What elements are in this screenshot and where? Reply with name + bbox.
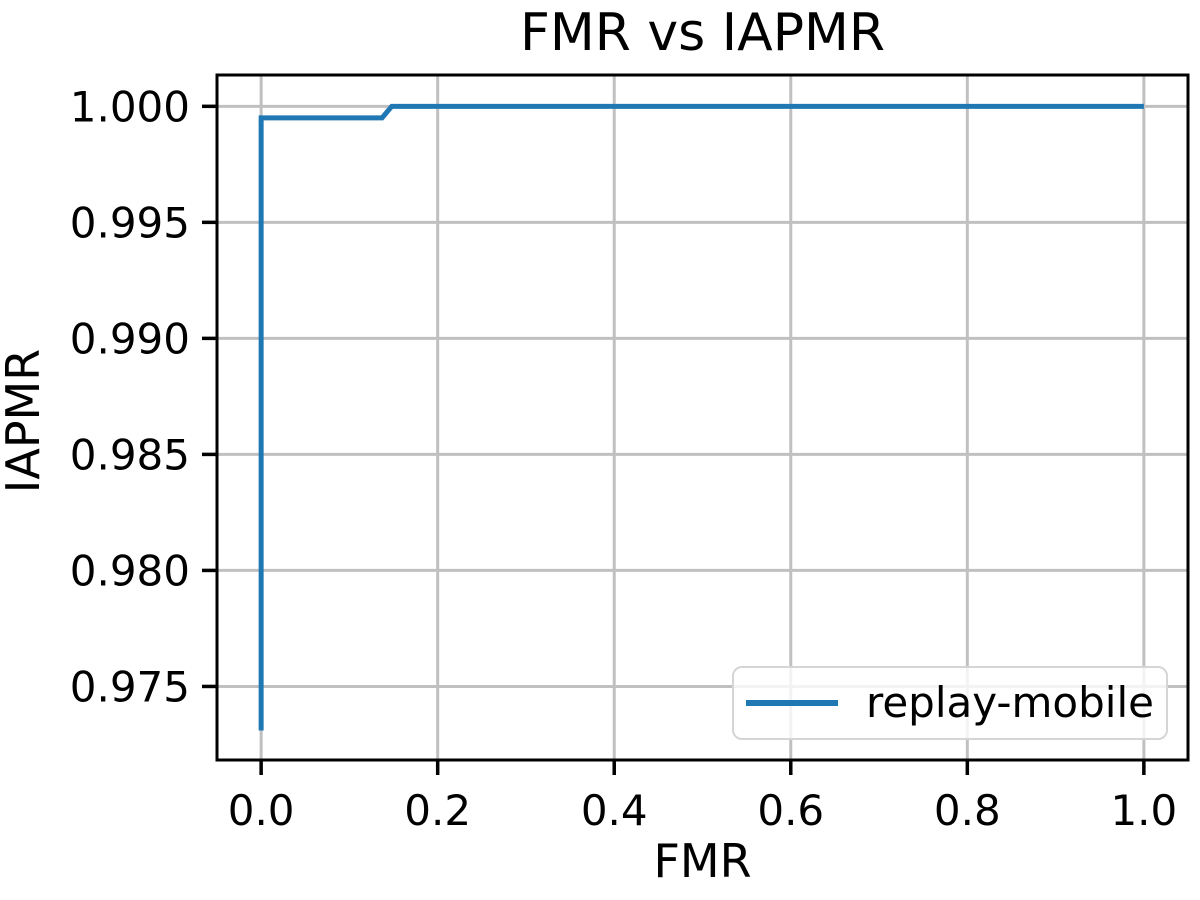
legend: replay-mobile	[732, 666, 1168, 740]
x-tick-label: 0.8	[934, 786, 1001, 835]
y-tick-label: 0.975	[70, 662, 190, 711]
y-tick-label: 1.000	[70, 82, 190, 131]
y-tick-label: 0.985	[70, 430, 190, 479]
x-axis-label: FMR	[653, 834, 752, 888]
y-tick-label: 0.995	[70, 198, 190, 247]
chart-title: FMR vs IAPMR	[519, 3, 886, 63]
y-axis-label: IAPMR	[0, 348, 50, 494]
axes-frame	[215, 73, 1190, 762]
x-tick-label: 0.6	[757, 786, 824, 835]
legend-line-swatch	[746, 700, 838, 706]
legend-label: replay-mobile	[866, 678, 1154, 727]
y-tick-label: 0.990	[70, 314, 190, 363]
x-tick-label: 0.0	[228, 786, 295, 835]
x-tick-label: 0.2	[404, 786, 471, 835]
x-tick-label: 0.4	[581, 786, 648, 835]
y-tick-label: 0.980	[70, 546, 190, 595]
series-line	[258, 103, 1144, 731]
x-tick-label: 1.0	[1110, 786, 1177, 835]
